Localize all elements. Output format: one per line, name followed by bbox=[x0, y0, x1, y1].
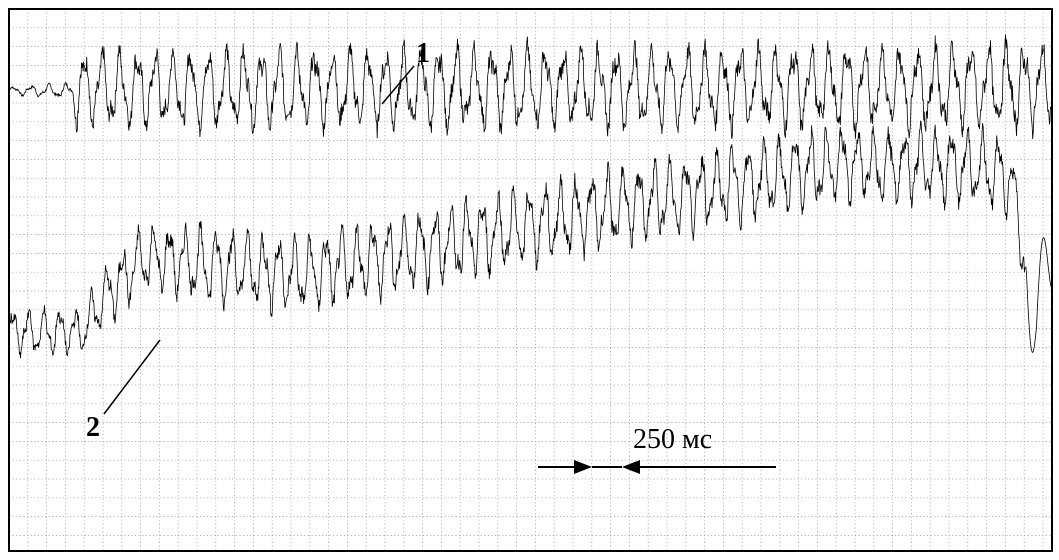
scale-bar: 250 мс bbox=[538, 424, 776, 474]
plot-frame bbox=[8, 8, 1053, 552]
trace-label-1: 1 bbox=[381, 38, 430, 105]
plot-background bbox=[9, 9, 1052, 551]
scale-bar-right-arrowhead bbox=[622, 460, 640, 474]
trace-label-2-leader bbox=[103, 339, 161, 415]
scale-bar-left-arrowhead bbox=[574, 460, 592, 474]
series-1-line bbox=[8, 34, 1053, 140]
traces bbox=[8, 34, 1053, 359]
trace-label-2: 2 bbox=[86, 339, 161, 443]
series-2-line bbox=[8, 120, 1053, 359]
trace-label-1-text: 1 bbox=[416, 38, 430, 69]
trace-label-2-text: 2 bbox=[86, 412, 100, 443]
trace-label-1-leader bbox=[381, 65, 415, 105]
scale-bar-label: 250 мс bbox=[633, 424, 712, 455]
